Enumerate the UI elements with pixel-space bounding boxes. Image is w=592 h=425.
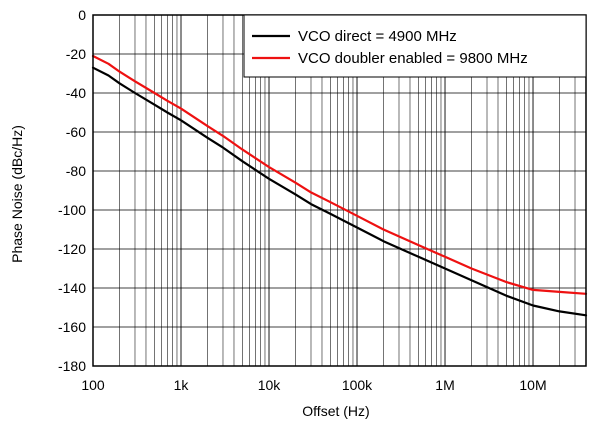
- x-axis-ticks: 100 1k 10k 100k 1M 10M: [81, 377, 546, 393]
- y-tick-label: 0: [78, 7, 86, 23]
- series-line-vco-direct: [91, 66, 588, 317]
- x-axis-label: Offset (Hz): [302, 403, 369, 419]
- y-tick-label: -60: [66, 124, 86, 140]
- x-tick-label: 10M: [519, 377, 546, 393]
- x-tick-label: 100k: [342, 377, 373, 393]
- legend-label-vco-doubler: VCO doubler enabled = 9800 MHz: [298, 50, 528, 67]
- y-axis-label: Phase Noise (dBc/Hz): [9, 125, 25, 263]
- y-tick-label: -160: [58, 319, 86, 335]
- y-tick-label: -120: [58, 241, 86, 257]
- y-tick-label: -80: [66, 163, 86, 179]
- x-tick-label: 1k: [174, 377, 190, 393]
- legend-label-vco-direct: VCO direct = 4900 MHz: [298, 28, 457, 45]
- y-tick-label: -20: [66, 46, 86, 62]
- y-axis-ticks: 0 -20 -40 -60 -80 -100 -120 -140 -160 -180: [58, 7, 86, 374]
- x-tick-label: 1M: [435, 377, 454, 393]
- legend-box: [243, 14, 587, 78]
- grid: [92, 14, 587, 367]
- series-lines: [91, 54, 588, 317]
- x-tick-label: 10k: [258, 377, 282, 393]
- x-tick-label: 100: [81, 377, 105, 393]
- y-tick-label: -100: [58, 202, 86, 218]
- y-tick-label: -140: [58, 280, 86, 296]
- legend: VCO direct = 4900 MHz VCO doubler enable…: [243, 14, 587, 78]
- y-tick-label: -180: [58, 358, 86, 374]
- series-line-vco-doubler: [91, 54, 588, 295]
- y-tick-label: -40: [66, 85, 86, 101]
